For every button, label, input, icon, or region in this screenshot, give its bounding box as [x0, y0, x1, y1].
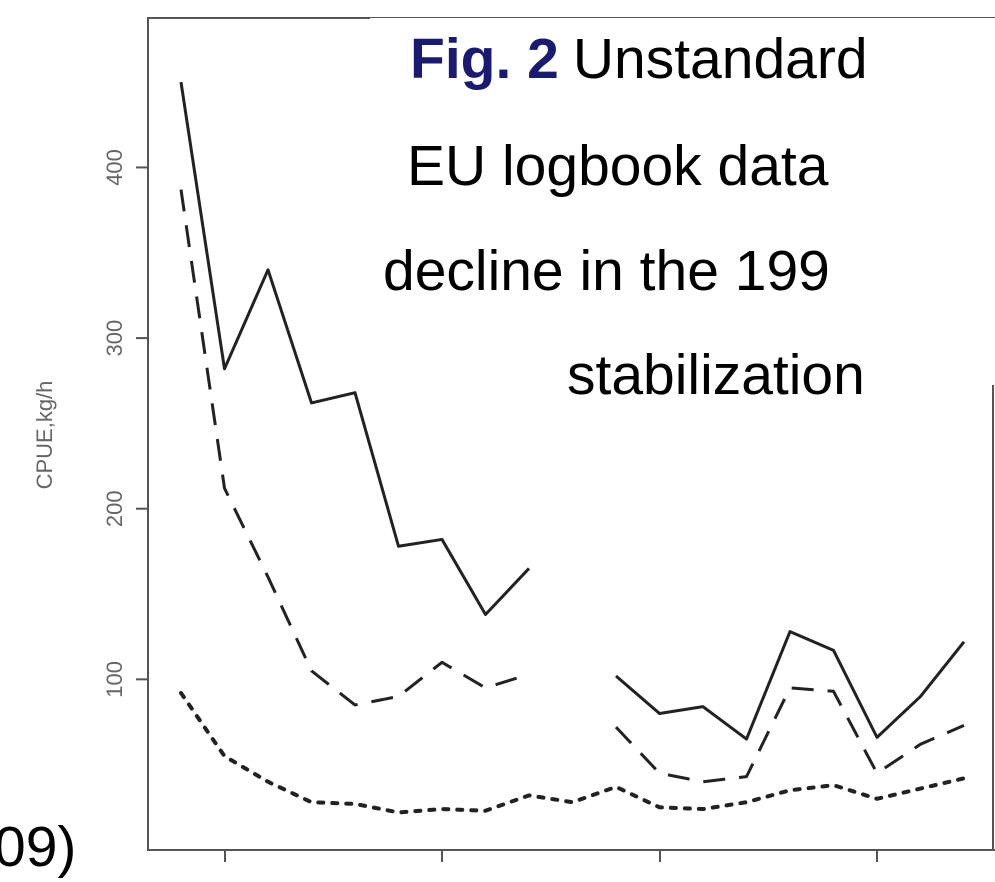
annotation: stabilization	[567, 343, 865, 407]
y-tick-label: 400	[102, 149, 127, 186]
overlay-box	[370, 18, 995, 388]
y-tick-label: 100	[102, 661, 127, 698]
line-series	[179, 691, 966, 815]
y-tick-label: 200	[102, 490, 127, 527]
annotation: decline in the 199	[383, 239, 830, 303]
y-tick-label: 300	[102, 320, 127, 357]
annotation: EU logbook data	[407, 134, 829, 198]
annotation: 09)	[0, 815, 76, 879]
line-series	[179, 189, 965, 784]
overlay-box-left	[0, 800, 110, 882]
y-axis-label: CPUE,kg/h	[32, 381, 57, 490]
annotation-text: Unstandard	[573, 27, 868, 91]
fig-label: Fig. 2	[410, 27, 559, 91]
line-series	[179, 81, 966, 741]
annotation: Fig. 2 Unstandard	[410, 27, 868, 91]
